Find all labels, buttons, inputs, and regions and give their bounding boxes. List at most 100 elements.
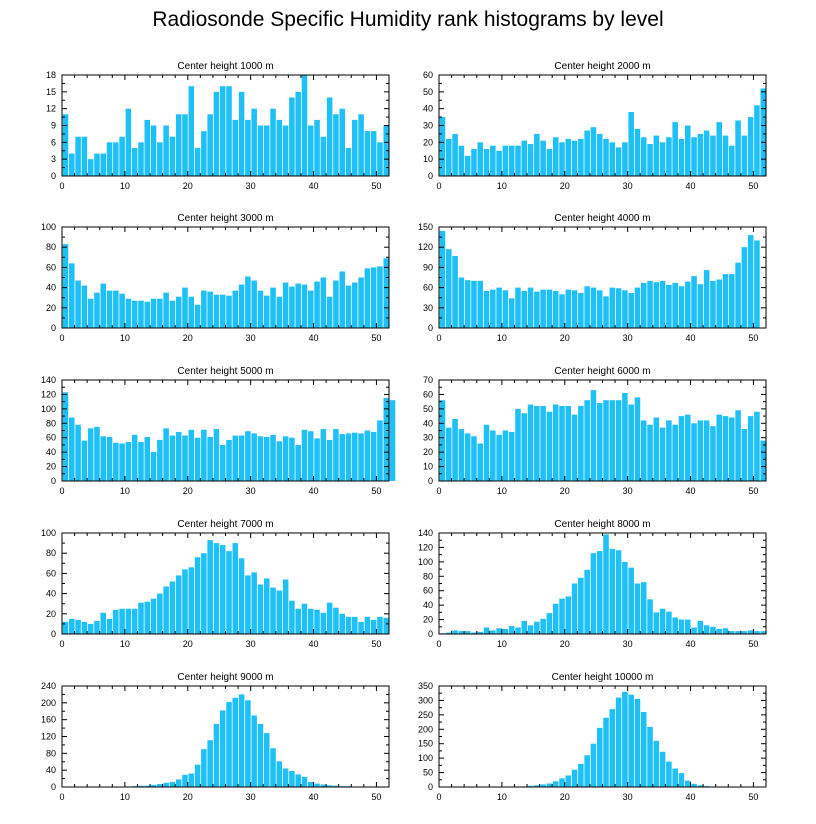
histogram-bar	[295, 774, 301, 788]
histogram-bar	[194, 304, 201, 328]
histogram-bar	[245, 575, 251, 634]
histogram-bar	[722, 135, 729, 176]
panel-title: Center height 4000 m	[554, 213, 650, 224]
histogram-bar	[552, 290, 559, 328]
histogram-bar	[540, 618, 546, 634]
histogram-bar	[257, 125, 264, 176]
histogram-bar	[603, 400, 609, 481]
histogram-bar	[339, 613, 345, 634]
histogram-bar	[729, 145, 735, 176]
histogram-bar	[289, 600, 295, 634]
histogram-bar	[691, 783, 697, 787]
histogram-bar	[653, 135, 660, 176]
histogram-bar	[377, 266, 383, 328]
histogram-bar	[571, 290, 578, 328]
histogram-bar	[615, 400, 622, 481]
histogram-bar	[320, 136, 327, 176]
histogram-bar	[609, 287, 616, 328]
histogram-bar	[81, 621, 88, 634]
histogram-bar	[527, 625, 534, 634]
histogram-bar	[370, 267, 377, 328]
histogram-bar	[515, 627, 521, 634]
histogram-bar	[87, 428, 94, 481]
histogram-bar	[659, 751, 666, 787]
histogram-bar	[62, 392, 69, 481]
histogram-bar	[747, 630, 754, 634]
histogram-bar	[62, 114, 69, 176]
y-tick-label: 150	[418, 222, 433, 232]
histogram-bar	[119, 608, 125, 634]
histogram-bar	[722, 274, 729, 328]
histogram-bar	[584, 400, 590, 481]
histogram-bar	[552, 137, 559, 176]
x-tick-label: 30	[246, 181, 256, 191]
histogram-bar	[62, 244, 69, 328]
x-tick-label: 50	[371, 181, 381, 191]
histogram-bar	[515, 408, 521, 481]
histogram-bar	[697, 133, 704, 176]
histogram-bar	[521, 621, 528, 634]
histogram-bar	[207, 436, 213, 481]
histogram-bar	[471, 436, 477, 481]
y-tick-label: 160	[41, 715, 56, 725]
histogram-bar	[364, 268, 371, 328]
histogram-bar	[339, 434, 345, 481]
histogram-bar	[150, 125, 157, 176]
histogram-bar	[439, 400, 446, 481]
y-tick-label: 80	[423, 571, 433, 581]
histogram-bar	[710, 135, 716, 176]
y-tick-label: 120	[418, 542, 433, 552]
histogram-bar	[496, 434, 502, 481]
histogram-bar	[452, 133, 458, 176]
panel-title: Center height 7000 m	[177, 519, 273, 530]
histogram-bar	[377, 420, 383, 481]
x-tick-label: 0	[59, 792, 64, 802]
histogram-bar	[251, 108, 257, 176]
x-tick-label: 10	[120, 333, 130, 343]
y-tick-label: 40	[46, 447, 56, 457]
histogram-bar	[138, 142, 144, 176]
x-tick-label: 20	[560, 486, 570, 496]
histogram-bar	[703, 270, 710, 328]
histogram-bar	[131, 608, 138, 634]
histogram-bar	[238, 558, 245, 634]
y-tick-label: 50	[423, 768, 433, 778]
histogram-bar	[540, 140, 546, 176]
histogram-bar	[647, 424, 653, 481]
histogram-bar	[276, 441, 283, 481]
histogram-bar	[263, 125, 270, 176]
histogram-bar	[590, 287, 597, 328]
histogram-bar	[125, 608, 132, 634]
panel-title: Center height 5000 m	[177, 366, 273, 377]
histogram-bar	[640, 711, 647, 787]
histogram-bar	[490, 289, 496, 328]
histogram-bar	[282, 579, 289, 634]
histogram-bar	[282, 768, 289, 787]
x-tick-label: 40	[686, 181, 696, 191]
histogram-panel: Center height 5000 m 0 10 20 30 40 50 0 20 40 60 80…	[41, 366, 396, 496]
histogram-bar	[150, 784, 157, 787]
x-tick-label: 40	[686, 486, 696, 496]
histogram-bar	[640, 282, 647, 328]
histogram-bar	[464, 155, 471, 176]
y-tick-label: 0	[428, 629, 433, 639]
x-tick-label: 10	[497, 486, 507, 496]
histogram-bar	[389, 400, 396, 481]
histogram-bar	[584, 130, 590, 176]
x-tick-label: 40	[309, 639, 319, 649]
histogram-bar	[735, 120, 741, 176]
y-tick-label: 20	[423, 447, 433, 457]
histogram-bar	[697, 284, 704, 328]
histogram-bar	[483, 424, 490, 481]
histogram-bar	[540, 405, 546, 481]
histogram-bar	[685, 619, 691, 634]
histogram-bar	[308, 781, 314, 787]
x-tick-label: 30	[246, 486, 256, 496]
histogram-bar	[439, 117, 446, 176]
histogram-bar	[358, 114, 364, 176]
histogram-bar	[502, 145, 509, 176]
histogram-bar	[439, 231, 446, 328]
x-tick-label: 40	[309, 792, 319, 802]
histogram-bar	[232, 290, 239, 328]
